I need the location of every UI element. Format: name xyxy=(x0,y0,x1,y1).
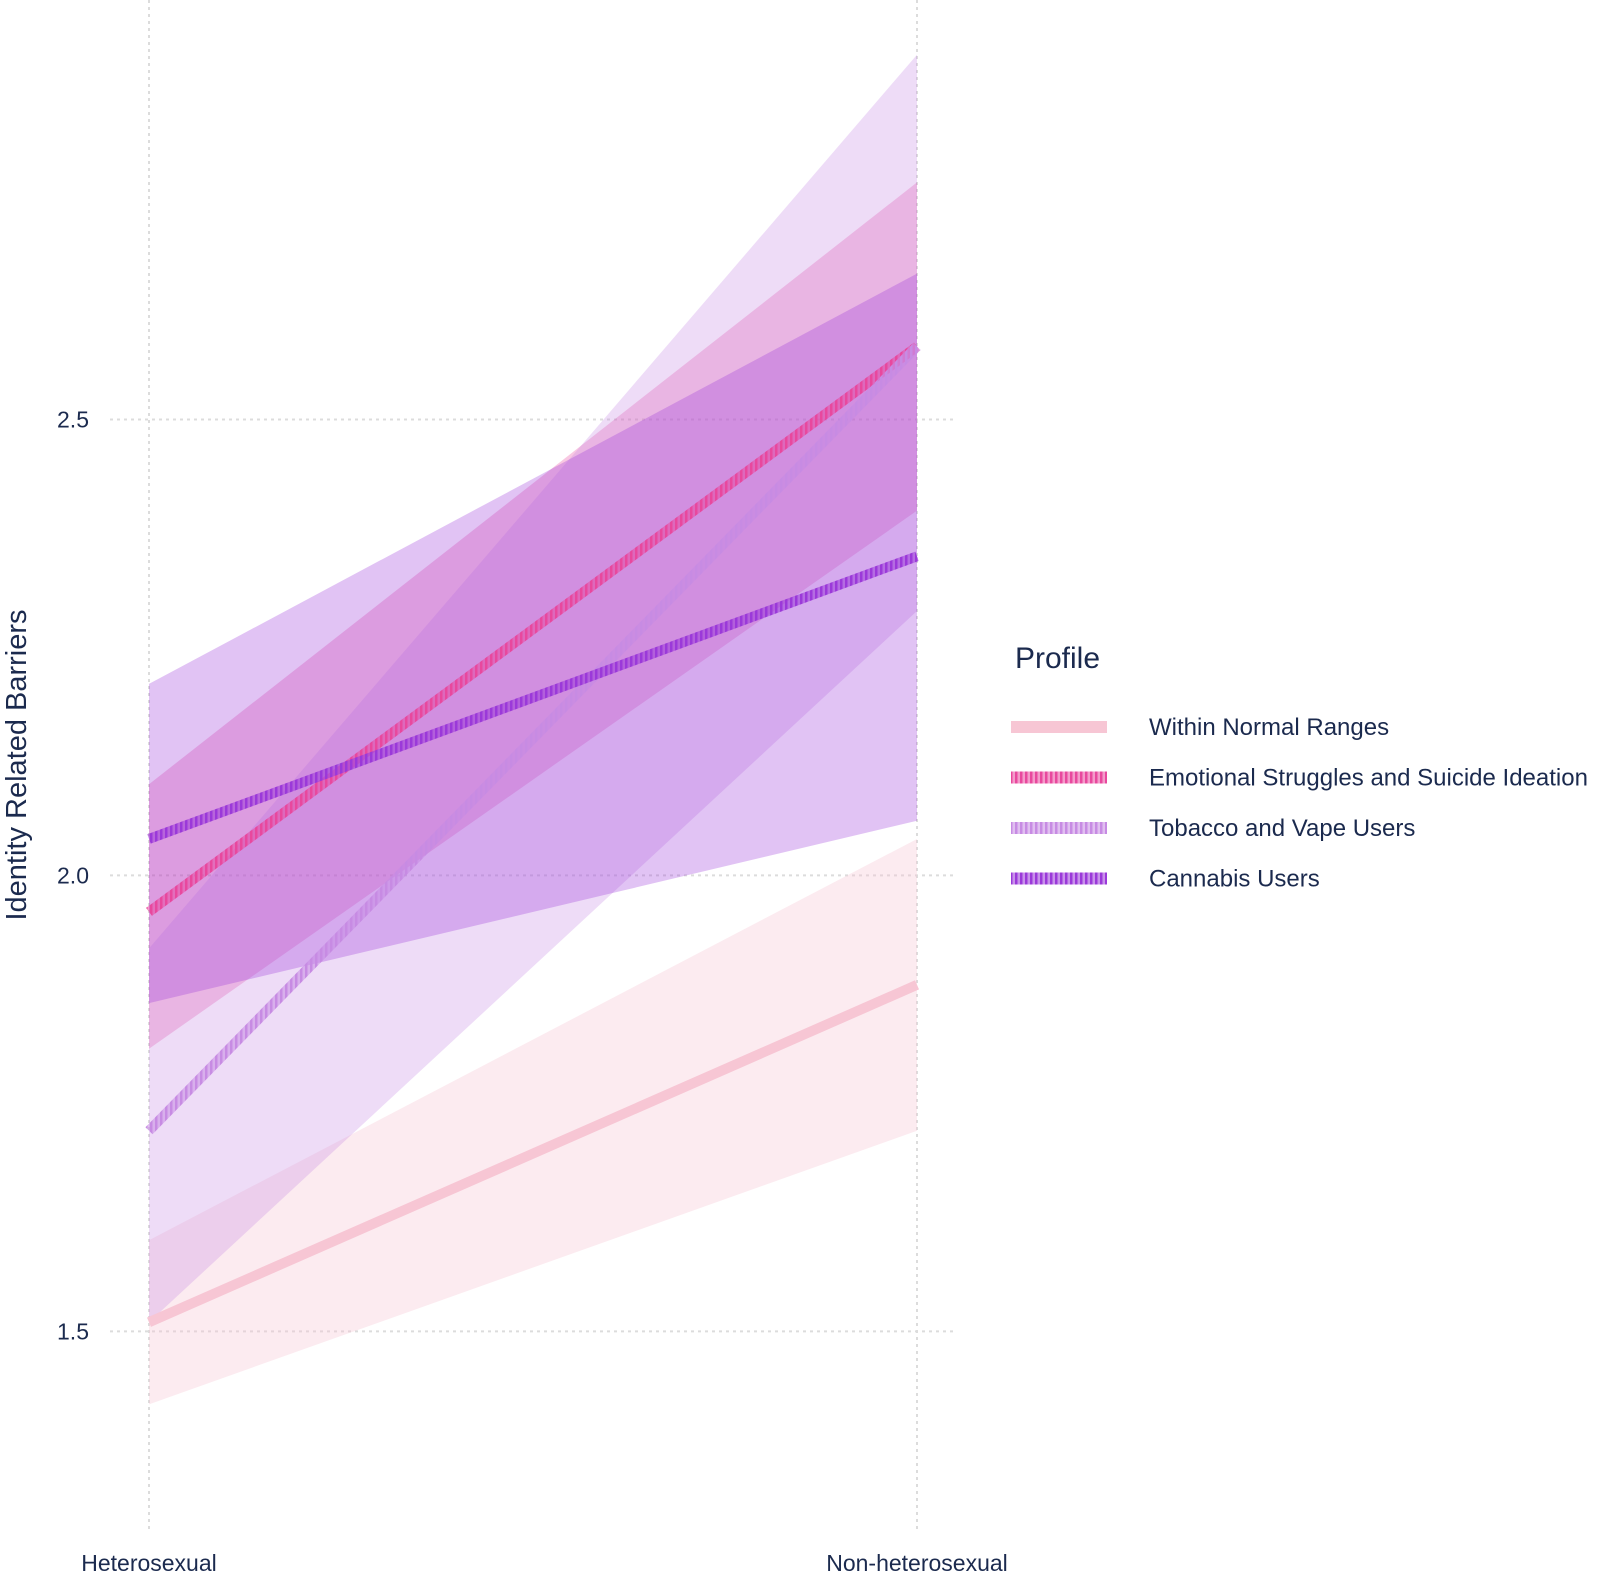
legend-label: Emotional Struggles and Suicide Ideation xyxy=(1149,765,1588,792)
y-tick-label: 2.5 xyxy=(57,406,89,432)
x-tick-label: Non-heterosexual xyxy=(826,1550,1008,1575)
legend-title: Profile xyxy=(1015,642,1100,675)
line-within-normal-ranges xyxy=(146,980,920,1327)
y-tick-label: 2.0 xyxy=(57,862,89,888)
grid xyxy=(110,0,955,1532)
band-emotional-struggles-and-suicide-ideation xyxy=(149,182,917,1049)
band-within-normal-ranges xyxy=(149,838,917,1405)
confidence-bands xyxy=(149,54,917,1405)
line-tobacco-and-vape-users xyxy=(145,343,921,1135)
band-tobacco-and-vape-users xyxy=(149,54,917,1323)
series-lines xyxy=(145,342,921,1327)
legend-label: Tobacco and Vape Users xyxy=(1149,815,1415,842)
line-cannabis-users xyxy=(147,551,919,844)
legend-label: Within Normal Ranges xyxy=(1149,714,1389,741)
x-tick-label: Heterosexual xyxy=(81,1550,217,1575)
y-axis-ticks: 1.5 2.0 2.5 xyxy=(57,406,89,1344)
legend: Profile Within Normal Ranges Emotional St… xyxy=(1011,642,1588,893)
line-emotional-struggles-and-suicide-ideation xyxy=(146,342,920,916)
legend-label: Cannabis Users xyxy=(1149,866,1320,893)
y-tick-label: 1.5 xyxy=(57,1318,89,1344)
x-axis-ticks: Heterosexual Non-heterosexual xyxy=(81,1550,1008,1575)
band-cannabis-users xyxy=(149,273,917,1004)
y-axis-title: Identity Related Barriers xyxy=(1,609,33,920)
